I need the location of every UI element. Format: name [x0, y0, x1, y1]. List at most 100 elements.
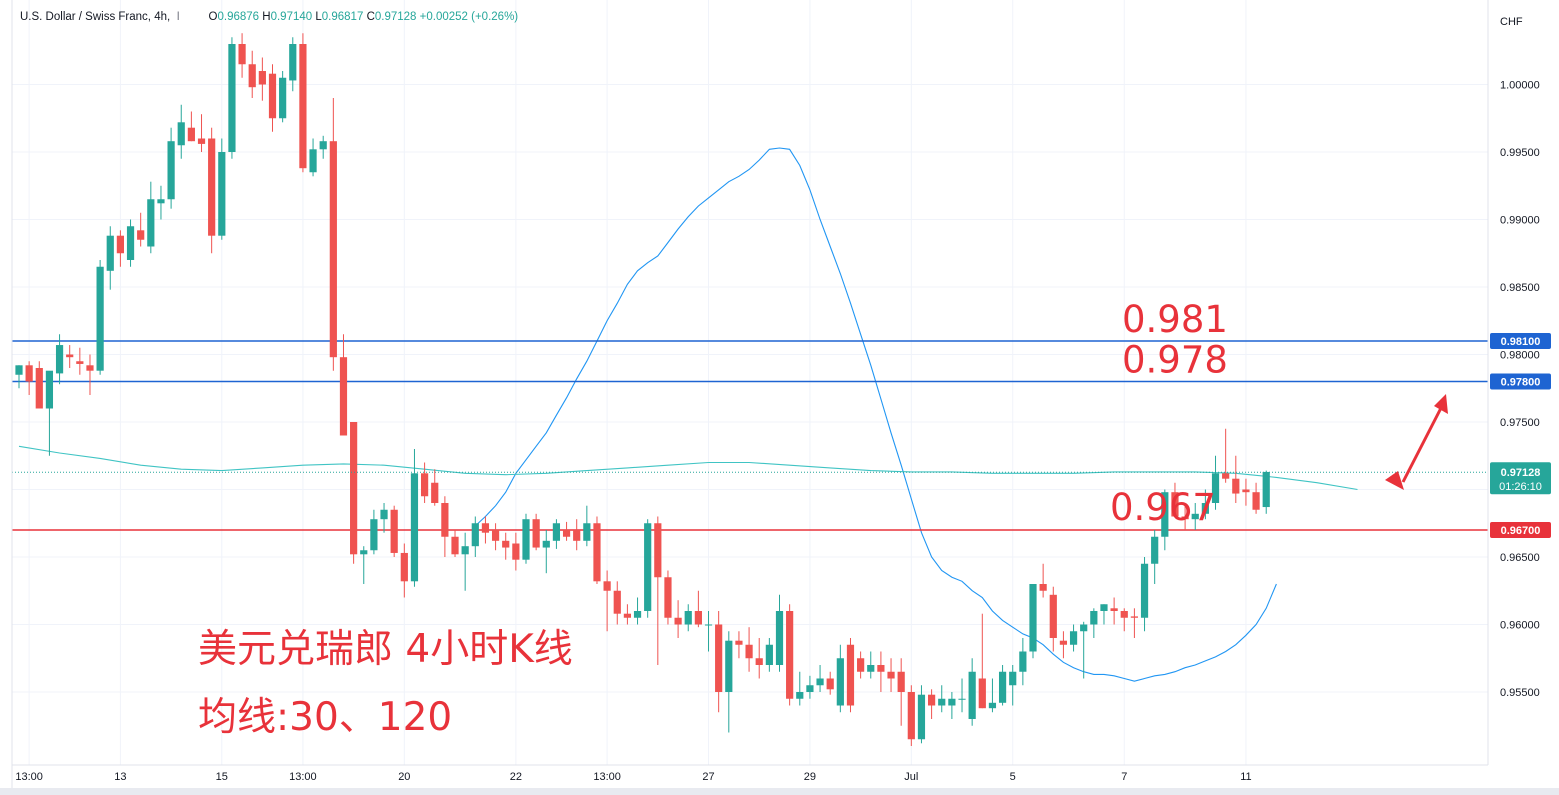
candle-body	[1201, 503, 1209, 514]
time-axis[interactable]: 13:00 13 15 13:00 20 22 13:00 27 29 Jul 5 7 11	[15, 771, 1251, 783]
candle-body	[238, 44, 246, 65]
arrow-shaft	[1401, 407, 1443, 483]
candle-body	[1161, 492, 1169, 537]
price-lines	[12, 340, 1488, 531]
candle-body	[857, 658, 865, 672]
candle-body	[1120, 611, 1128, 618]
candle-body	[461, 546, 469, 555]
candle-body	[1090, 611, 1098, 625]
low-value: 0.96817	[321, 11, 364, 23]
low-label: L	[315, 11, 322, 23]
candle-body	[593, 523, 601, 582]
candle-body	[309, 149, 317, 173]
time-tick-label: 5	[1010, 771, 1016, 783]
candle-body	[725, 640, 733, 692]
arrow-head-up	[1434, 394, 1448, 414]
candle-body	[15, 365, 23, 375]
candle-body	[299, 44, 307, 169]
candle-body	[268, 73, 277, 119]
candle-body	[846, 644, 855, 706]
candle-body	[187, 127, 195, 142]
price-tick-label: 0.95500	[1500, 687, 1540, 699]
candle-body	[431, 482, 439, 503]
candle-body	[1130, 616, 1138, 618]
candle-body	[948, 698, 956, 706]
symbol-name[interactable]: U.S. Dollar / Swiss Franc, 4h,	[20, 11, 171, 23]
high-label: H	[262, 11, 271, 23]
candle-body	[968, 671, 976, 719]
candle-body	[441, 503, 449, 537]
open-value: 0.96876	[217, 11, 260, 23]
high-value: 0.97140	[270, 11, 313, 23]
candle-body	[248, 64, 256, 88]
candle-body	[106, 235, 114, 271]
price-tick-label: 0.96000	[1500, 620, 1540, 632]
candle-body	[86, 365, 94, 371]
last-price-label: 0.97128	[1501, 467, 1541, 479]
candle-body	[451, 536, 459, 555]
price-tick-label: 0.96500	[1500, 552, 1540, 564]
annotations: 0.9810.978 0.967	[1110, 298, 1228, 529]
candle-body	[836, 658, 844, 706]
candle-body	[897, 671, 905, 692]
candle-body	[613, 590, 621, 614]
candle-body	[745, 644, 753, 659]
close-value: 0.97128	[374, 11, 417, 23]
candle-body	[1049, 594, 1057, 638]
candle-body	[1242, 489, 1250, 493]
candle-body	[877, 665, 885, 672]
price-axis-labels: 0.98100 0.97800 0.96700 0.97128 01:26:10	[1490, 333, 1551, 538]
candle-body	[786, 611, 794, 699]
candle-body	[917, 694, 926, 740]
price-tick-label: 0.97500	[1500, 417, 1540, 429]
price-tick-label: 0.98500	[1500, 282, 1540, 294]
price-tick-label: 0.99000	[1500, 215, 1540, 227]
price-line-tag-label: 0.98100	[1501, 336, 1541, 348]
candle-body	[339, 357, 348, 436]
price-line-annotation: 0.978	[1122, 339, 1228, 382]
price-line-tag-label: 0.97800	[1501, 377, 1541, 389]
price-line-tag	[1490, 333, 1551, 349]
time-tick-label: 15	[216, 771, 228, 783]
candle-body	[532, 519, 540, 548]
candle-body	[715, 624, 723, 692]
time-tick-label: 11	[1240, 771, 1251, 783]
change-value: +0.00252 (+0.26%)	[419, 11, 519, 23]
candle-body	[1039, 584, 1047, 591]
time-tick-label: 13:00	[15, 771, 43, 783]
candle-body	[958, 698, 966, 700]
candle-body	[907, 692, 915, 740]
candle-body	[410, 473, 419, 582]
candle-body	[542, 540, 550, 548]
candle-body	[126, 226, 135, 260]
candle-body	[45, 370, 54, 409]
candle-body	[806, 685, 814, 692]
candle-body	[1019, 651, 1027, 672]
candle-body	[775, 611, 784, 665]
candle-body	[279, 77, 287, 119]
candle-body	[329, 141, 337, 358]
candle-body	[137, 230, 145, 240]
price-axis[interactable]: 1.00000 0.99500 0.99000 0.98500 0.98000 0.975…	[1500, 80, 1540, 700]
chart-title-cn: 美元兑瑞郎 4小时K线	[198, 627, 573, 672]
price-line-tag	[1490, 522, 1551, 538]
candle-body	[938, 698, 946, 706]
candle-body	[603, 581, 611, 591]
candle-body	[289, 44, 297, 81]
candle-body	[157, 199, 165, 204]
candle-body	[522, 519, 530, 560]
candle-body	[1252, 492, 1260, 510]
candle-body	[664, 577, 672, 618]
candle-body	[1140, 563, 1149, 618]
candle-body	[796, 692, 804, 699]
candles	[15, 33, 1270, 746]
symbol-legend: U.S. Dollar / Swiss Franc, 4h, I O0.9687…	[20, 11, 518, 23]
candle-body	[1181, 516, 1189, 520]
candle-body	[1110, 608, 1118, 611]
candle-body	[390, 509, 398, 553]
candle-body	[826, 678, 834, 690]
price-tick-label: 0.98000	[1500, 350, 1540, 362]
candle-body	[66, 354, 74, 358]
candle-body	[1222, 473, 1230, 479]
